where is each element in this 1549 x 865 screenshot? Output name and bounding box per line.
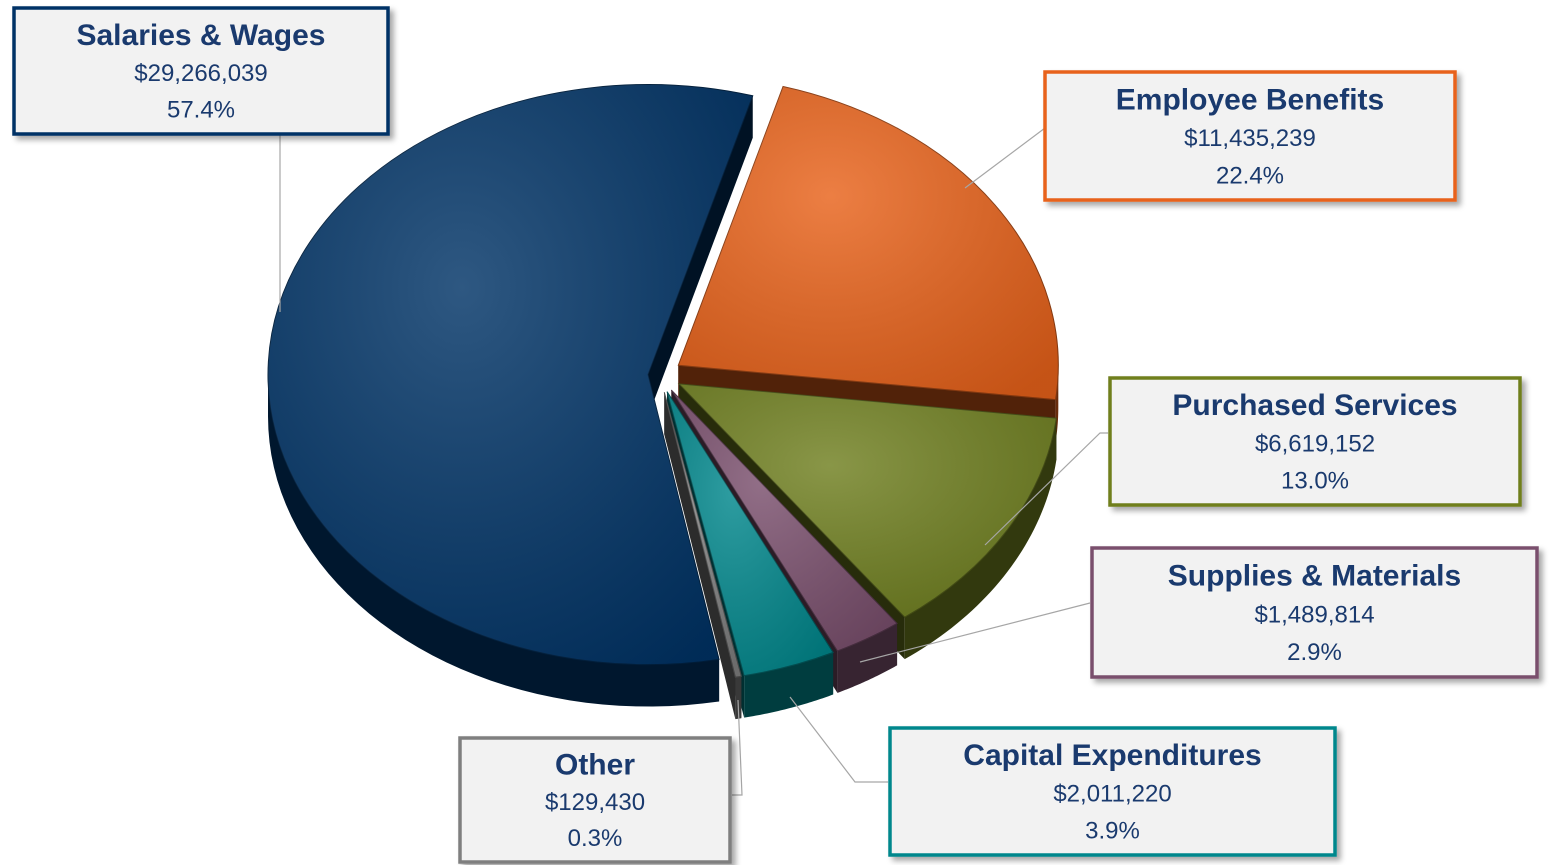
callouts: Employee Benefits $11,435,239 22.4% Purchas… bbox=[12, 6, 1539, 864]
slice-gloss bbox=[268, 84, 753, 665]
pie-tops bbox=[267, 84, 1059, 678]
slice-name: Capital Expenditures bbox=[963, 739, 1261, 772]
slice-gloss bbox=[664, 392, 742, 678]
value-label: $6,619,152 bbox=[1255, 431, 1375, 458]
leader-line bbox=[859, 602, 1091, 663]
value-label: $29,266,039 bbox=[134, 60, 267, 87]
callout-box bbox=[1043, 70, 1457, 202]
value-label: $129,430 bbox=[545, 789, 645, 816]
slice-side bbox=[837, 623, 898, 693]
slice-name: Other bbox=[555, 748, 635, 781]
percent-label: 57.4% bbox=[167, 97, 235, 124]
value-label: $11,435,239 bbox=[1184, 125, 1316, 152]
callout-box bbox=[888, 726, 1337, 857]
callout-box bbox=[1090, 546, 1539, 679]
slice-side bbox=[664, 392, 736, 720]
leader-lines bbox=[279, 127, 1108, 796]
slice-side bbox=[648, 95, 753, 417]
percent-label: 22.4% bbox=[1216, 162, 1284, 189]
leader-line bbox=[984, 432, 1108, 546]
slice-name: Employee Benefits bbox=[1116, 83, 1384, 116]
slice-gloss bbox=[678, 86, 1059, 400]
leader-line bbox=[732, 699, 743, 796]
slice-gloss bbox=[667, 391, 834, 676]
callout-box bbox=[1108, 376, 1522, 507]
slice-gloss bbox=[671, 390, 898, 651]
percent-label: 3.9% bbox=[1085, 817, 1140, 844]
percent-label: 2.9% bbox=[1287, 639, 1342, 666]
percent-label: 13.0% bbox=[1281, 467, 1349, 494]
leader-line bbox=[964, 127, 1046, 189]
callout-box bbox=[458, 736, 732, 864]
percent-label: 0.3% bbox=[568, 825, 623, 852]
value-label: $2,011,220 bbox=[1053, 781, 1171, 808]
slice-side bbox=[735, 676, 742, 720]
slice-side bbox=[744, 652, 834, 718]
slice-name: Supplies & Materials bbox=[1168, 560, 1461, 593]
slice-name: Purchased Services bbox=[1172, 389, 1457, 422]
slice-side bbox=[904, 418, 1057, 660]
slice-gloss bbox=[679, 383, 1057, 618]
leader-line bbox=[789, 696, 888, 783]
slice-name: Salaries & Wages bbox=[76, 19, 325, 52]
callout-box bbox=[12, 6, 390, 136]
value-label: $1,489,814 bbox=[1254, 602, 1374, 629]
